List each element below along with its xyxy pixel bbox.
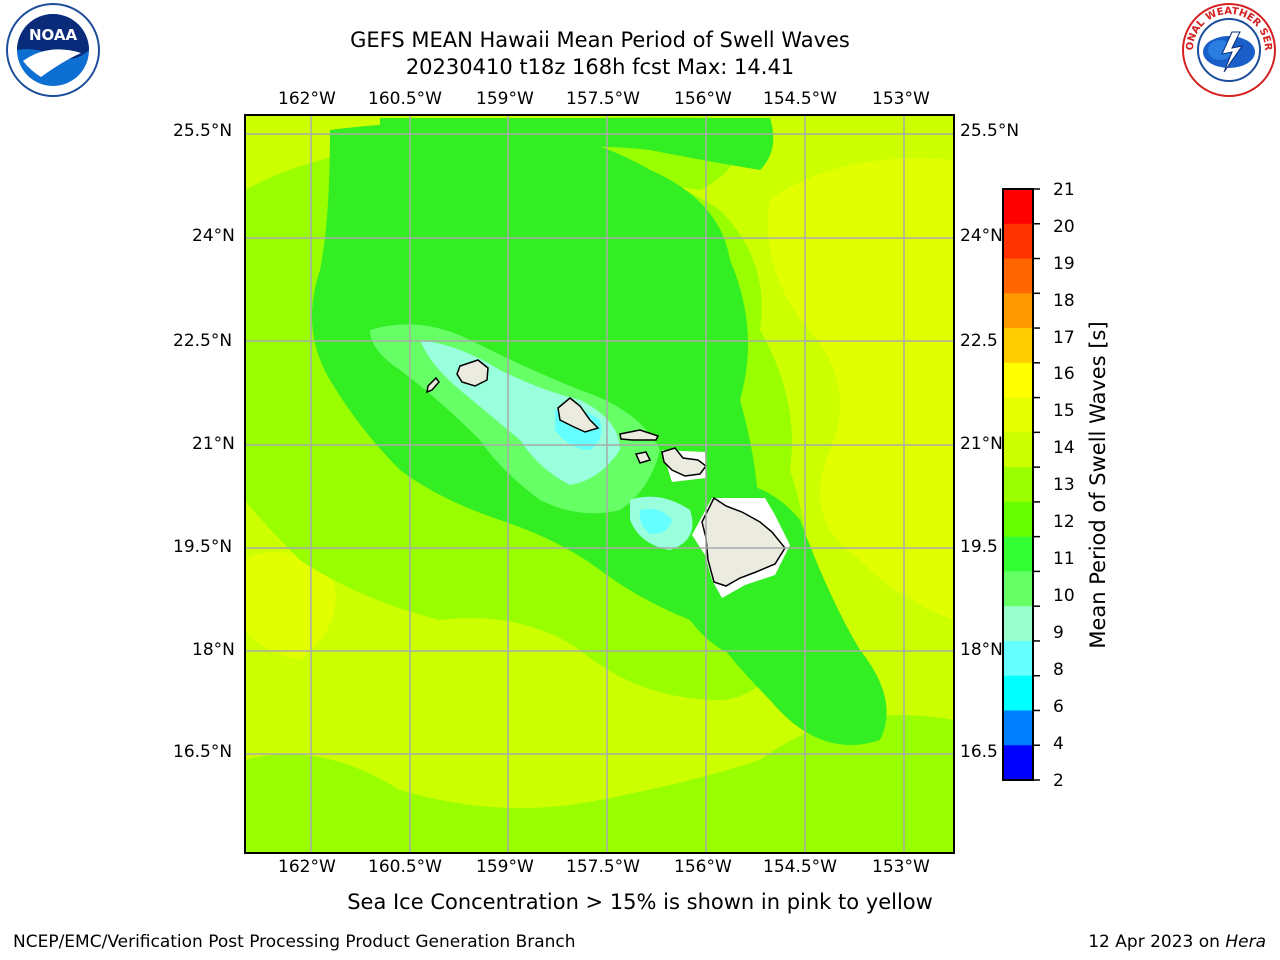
colorbar: [1003, 188, 1040, 781]
lat-label-right: 25.5°N: [960, 121, 1020, 141]
noaa-logo: NOAA: [6, 3, 100, 97]
colorbar-tick-label: 13: [1053, 475, 1075, 495]
colorbar-tick-label: 16: [1053, 364, 1075, 384]
contour-9-b: [639, 508, 672, 535]
colorbar-tick-label: 21: [1053, 180, 1075, 200]
colorbar-band: [1003, 189, 1033, 225]
lon-label-top: 162°W: [278, 89, 336, 109]
island-molokai: [619, 429, 660, 441]
chart-title: GEFS MEAN Hawaii Mean Period of Swell Wa…: [350, 28, 850, 52]
colorbar-tick-label: 18: [1053, 291, 1075, 311]
colorbar-tick-label: 10: [1053, 586, 1075, 606]
island-maui: [661, 447, 708, 477]
islands: [426, 359, 786, 587]
lon-label-top: 154.5°W: [763, 89, 837, 109]
colorbar-band: [1003, 397, 1033, 433]
lon-label-bottom: 162°W: [278, 857, 336, 877]
contour-13-south: [245, 715, 954, 853]
lat-label-left: 19.5°N: [173, 537, 233, 557]
colorbar-tick-label: 4: [1053, 734, 1064, 754]
colorbar-tick-label: 6: [1053, 697, 1064, 717]
colorbar-title: Mean Period of Swell Waves [s]: [1086, 321, 1110, 649]
island-lanai: [634, 451, 652, 464]
colorbar-band: [1003, 258, 1033, 294]
colorbar-band: [1003, 745, 1033, 781]
lat-label-right: 19.5: [960, 537, 998, 557]
contour-14-east: [768, 158, 954, 620]
island-kauai: [456, 359, 489, 387]
colorbar-tick-label: 20: [1053, 217, 1075, 237]
island-niihau: [426, 376, 440, 394]
colorbar-band: [1003, 536, 1033, 572]
lon-label-top: 160.5°W: [368, 89, 442, 109]
island-oahu: [557, 397, 600, 433]
lon-label-bottom: 157.5°W: [566, 857, 640, 877]
map-frame: [244, 114, 955, 854]
colorbar-band: [1003, 328, 1033, 364]
colorbar-band: [1003, 467, 1033, 503]
colorbar-band: [1003, 606, 1033, 642]
lon-label-bottom: 156°W: [674, 857, 732, 877]
lat-label-right: 21°N: [960, 434, 1003, 454]
lon-label-top: 156°W: [674, 89, 732, 109]
lon-label-top: 159°W: [476, 89, 534, 109]
colorbar-band: [1003, 501, 1033, 538]
lat-label-left: 24°N: [192, 226, 235, 246]
lon-label-bottom: 153°W: [872, 857, 930, 877]
lon-label-top: 157.5°W: [566, 89, 640, 109]
lat-label-right: 16.5: [960, 742, 998, 762]
colorbar-tick-label: 17: [1053, 328, 1075, 348]
lon-label-top: 153°W: [872, 89, 930, 109]
colorbar-band: [1003, 223, 1033, 260]
colorbar-band: [1003, 362, 1033, 399]
lat-label-left: 22.5°N: [173, 331, 233, 351]
colorbar-tick-label: 8: [1053, 660, 1064, 680]
swell-period-field: [245, 115, 954, 853]
lat-label-right: 22.5: [960, 331, 998, 351]
lat-label-right: 18°N: [960, 640, 1003, 660]
colorbar-band: [1003, 675, 1033, 711]
lat-label-left: 25.5°N: [173, 121, 233, 141]
island-hawaii: [701, 496, 786, 587]
lat-label-right: 24°N: [960, 226, 1003, 246]
colorbar-tick-label: 9: [1053, 623, 1064, 643]
contour-12-top: [380, 118, 774, 170]
colorbar-band: [1003, 293, 1033, 329]
colorbar-tick-label: 2: [1053, 771, 1064, 791]
colorbar-tick-label: 11: [1053, 549, 1075, 569]
chart-subtitle: 20230410 t18z 168h fcst Max: 14.41: [405, 55, 795, 79]
contour-14-west: [245, 552, 336, 660]
colorbar-band: [1003, 571, 1033, 607]
lon-label-bottom: 160.5°W: [368, 857, 442, 877]
lon-label-bottom: 159°W: [476, 857, 534, 877]
colorbar-band: [1003, 432, 1033, 468]
footer-date-text: 12 Apr 2023 on: [1088, 932, 1226, 952]
colorbar-frame: [1002, 188, 1034, 781]
colorbar-tick-label: 14: [1053, 438, 1075, 458]
colorbar-band: [1003, 640, 1033, 677]
noaa-text: NOAA: [29, 26, 78, 44]
lon-label-bottom: 154.5°W: [763, 857, 837, 877]
graticule: [245, 115, 954, 853]
lat-label-left: 16.5°N: [173, 742, 233, 762]
sea-ice-note: Sea Ice Concentration > 15% is shown in …: [347, 890, 933, 914]
nws-logo: NATIONAL WEATHER SERVICE: [1180, 2, 1276, 97]
colorbar-band: [1003, 710, 1033, 746]
footer-date: 12 Apr 2023 on Hera: [1088, 932, 1266, 952]
lat-label-left: 18°N: [192, 640, 235, 660]
footer-credit: NCEP/EMC/Verification Post Processing Pr…: [13, 932, 576, 952]
lat-label-left: 21°N: [192, 434, 235, 454]
colorbar-tick-label: 12: [1053, 512, 1075, 532]
footer-host: Hera: [1225, 932, 1266, 952]
colorbar-tick-label: 15: [1053, 401, 1075, 421]
colorbar-tick-label: 19: [1053, 254, 1075, 274]
